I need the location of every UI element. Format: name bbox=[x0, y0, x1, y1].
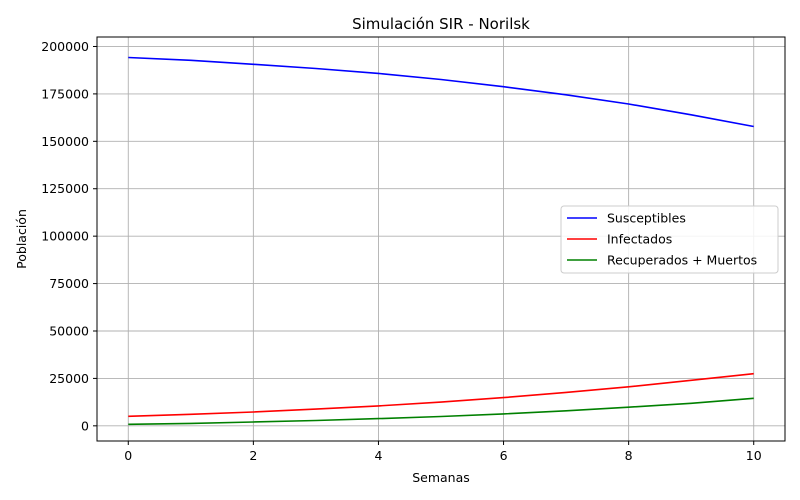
legend-label-0: Susceptibles bbox=[607, 211, 686, 226]
x-tick-label: 4 bbox=[374, 448, 382, 463]
y-tick-label: 50000 bbox=[49, 323, 89, 338]
series-line-2 bbox=[128, 397, 754, 426]
y-tick-label: 175000 bbox=[41, 86, 89, 101]
y-tick-label: 25000 bbox=[49, 371, 89, 386]
series-line-0 bbox=[128, 56, 754, 128]
legend-box bbox=[560, 205, 779, 274]
x-tick-label: 0 bbox=[124, 448, 132, 463]
x-tick-label: 10 bbox=[746, 448, 762, 463]
y-tick-label: 150000 bbox=[41, 134, 89, 149]
plot-frame bbox=[96, 36, 786, 442]
y-axis: 0 25000 50000 75000 100000 125000 150000 175000… bbox=[41, 39, 97, 433]
y-tick-label: 0 bbox=[81, 418, 89, 433]
x-tick-label: 6 bbox=[500, 448, 508, 463]
y-tick-label: 125000 bbox=[41, 181, 89, 196]
x-tick-label: 8 bbox=[625, 448, 633, 463]
y-tick-label: 200000 bbox=[41, 39, 89, 54]
legend-label-1: Infectados bbox=[607, 232, 672, 247]
series-layer bbox=[128, 56, 754, 426]
y-tick-label: 75000 bbox=[49, 276, 89, 291]
y-tick-label: 100000 bbox=[41, 229, 89, 244]
legend-label-2: Recuperados + Muertos bbox=[607, 253, 757, 268]
series-line-1 bbox=[128, 372, 754, 418]
x-axis: 0 2 4 6 8 10 bbox=[124, 441, 762, 463]
legend: Susceptibles Infectados Recuperados + Muer… bbox=[560, 205, 779, 274]
x-tick-label: 2 bbox=[249, 448, 257, 463]
x-axis-label: Semanas bbox=[412, 470, 470, 485]
y-axis-label: Población bbox=[14, 209, 29, 269]
chart-title: Simulación SIR - Norilsk bbox=[352, 15, 530, 33]
